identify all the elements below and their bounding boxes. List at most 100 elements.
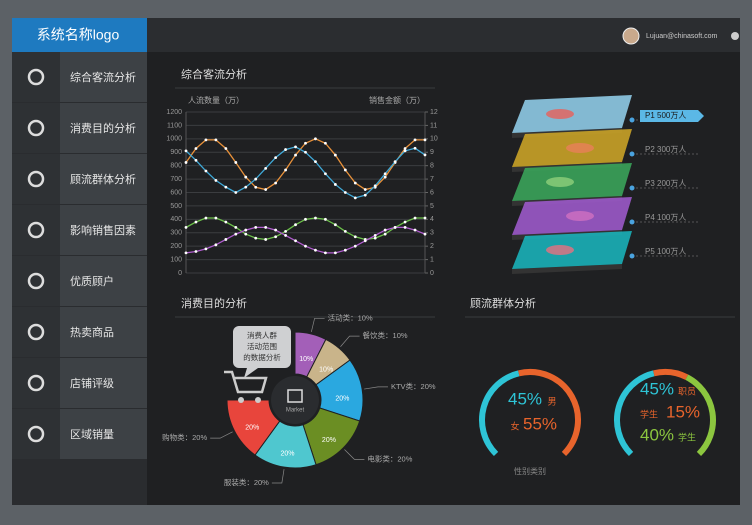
line-point [373,184,377,188]
menu-icon-cell [12,256,60,306]
line-point [184,251,188,255]
category-label: 服装类：20% [224,477,269,487]
center-label: Market [286,408,305,414]
layer-dot [629,151,635,157]
line-point [274,156,278,160]
leader-line [344,449,365,460]
layer-dot [629,253,635,259]
line-point [204,169,208,173]
line-point [304,141,307,145]
leader-line [364,386,388,390]
line-point [194,250,198,253]
line-point [194,158,198,162]
category-label: 活动类：10% [328,312,373,322]
segment-label: 20% [335,395,349,402]
line-point [244,232,248,236]
menu-icon [27,272,45,290]
menu-label[interactable]: 综合客流分析 [70,70,136,84]
menu-icon-cell [12,103,60,153]
y2-tick-label: 3 [430,230,434,237]
line-point [403,220,407,224]
segment-label: 10% [299,356,313,363]
line-point [264,238,268,241]
callout-text: 的数据分析 [243,352,281,362]
pie-segment [226,399,281,456]
line-point [353,235,357,239]
y-tick-label: 500 [170,203,182,210]
y2-tick-label: 8 [430,163,434,170]
line-point [284,148,287,151]
layer-label[interactable]: P4 100万人 [645,213,686,222]
line-point [304,217,307,221]
line-point [333,223,337,227]
line-point [294,239,297,243]
menu-label[interactable]: 消费目的分析 [70,121,136,135]
line-point [294,153,297,157]
menu-label[interactable]: 店铺评级 [70,376,114,390]
line-point [254,236,258,240]
line-point [224,147,228,150]
menu-label[interactable]: 区域销量 [70,427,114,441]
layer-label[interactable]: P2 300万人 [645,145,686,154]
line-point [393,225,397,229]
y-tick-label: 1200 [166,109,182,116]
panel-title: 消费目的分析 [181,296,247,310]
line-point [423,216,427,220]
line-point [413,146,417,150]
line-point [363,193,367,197]
callout-text: 活动范围 [247,341,277,351]
y-tick-label: 300 [170,230,182,237]
user-email[interactable]: Lujuan@chinasoft.com [646,33,717,40]
menu-label[interactable]: 优质顾户 [70,274,114,288]
layer-hotspot [566,211,594,221]
panel-title: 综合客流分析 [181,67,247,81]
y2-tick-label: 9 [430,149,434,156]
user-dropdown[interactable] [731,32,739,40]
category-label: KTV类：20% [391,381,436,391]
line-point [383,228,387,232]
line-point [194,220,198,224]
menu-label[interactable]: 影响销售因素 [70,223,136,237]
category-label: 购物类：20% [162,432,207,442]
layer-label[interactable]: P3 200万人 [645,179,686,188]
line-point [284,168,287,172]
line-point [304,150,307,154]
panel-title: 顾流群体分析 [470,296,536,310]
avatar[interactable] [622,27,640,45]
gauge-caption: 性别类别 [514,466,546,476]
segment-label: 20% [245,425,259,432]
line-point [373,236,377,240]
segment-label: 20% [322,437,336,444]
callout [233,326,291,368]
y2-tick-label: 4 [430,216,434,223]
segment-label: 10% [319,366,333,373]
callout-tail [244,368,258,378]
line-point [184,225,188,229]
line-point [413,216,417,220]
menu-icon [27,221,45,239]
layer-hotspot [546,109,574,119]
menu-label[interactable]: 顾流群体分析 [70,172,136,186]
menu-icon-cell [12,52,60,102]
menu-label[interactable]: 热卖商品 [70,325,114,339]
y-tick-label: 1100 [167,122,182,129]
line-point [264,225,268,229]
layer-label[interactable]: P5 100万人 [645,247,686,256]
line-point [264,166,268,170]
line-point [423,138,427,142]
line-point [403,149,407,153]
y2-axis-label: 销售金额（万） [369,95,425,105]
line-point [353,181,357,185]
layer-label[interactable]: P1 500万人 [645,111,686,120]
gauge-value: 40% [640,425,674,444]
category-label: 电影类：20% [367,453,412,463]
line-point [333,251,337,255]
segment-label: 20% [280,450,294,457]
cart-icon [224,370,268,394]
line-point [363,239,367,243]
gauge-category: 学生 [678,431,696,442]
layer-dot [629,185,635,191]
y2-tick-label: 5 [430,203,434,210]
